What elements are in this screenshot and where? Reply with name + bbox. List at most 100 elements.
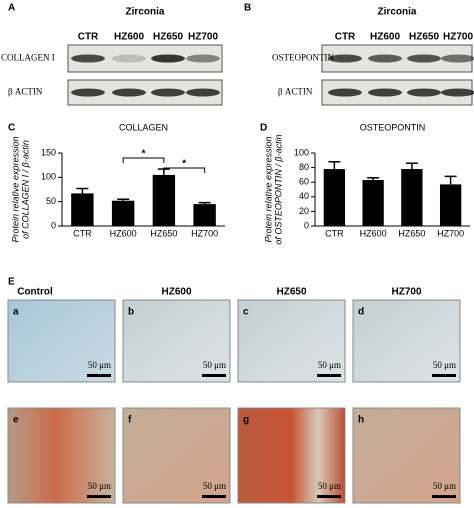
scale-label: 50 μm bbox=[88, 481, 111, 491]
significance-bracket bbox=[163, 167, 206, 173]
blot-band bbox=[441, 88, 474, 97]
micrograph-letter: f bbox=[128, 415, 132, 426]
lane-label: HZ650 bbox=[153, 32, 183, 43]
panel-letter: E bbox=[8, 277, 15, 288]
x-tick-label: CTR bbox=[325, 228, 344, 238]
scale-bar bbox=[202, 374, 226, 377]
scale-label: 50 μm bbox=[318, 481, 341, 491]
row-label: OSTEOPONTIN bbox=[272, 53, 334, 63]
scale-label: 50 μm bbox=[433, 360, 456, 370]
blot-band bbox=[186, 54, 220, 63]
micrograph-letter: h bbox=[358, 415, 364, 426]
scale-bar bbox=[432, 374, 456, 377]
blot-band bbox=[71, 88, 105, 97]
lane-label: HZ600 bbox=[114, 32, 144, 43]
micrograph bbox=[352, 299, 461, 383]
scale-label: 50 μm bbox=[203, 481, 226, 491]
scale-bar bbox=[87, 495, 111, 498]
lane-label: HZ700 bbox=[188, 32, 218, 43]
scale-label: 50 μm bbox=[203, 360, 226, 370]
bar bbox=[152, 174, 176, 226]
y-tick-label: 150 bbox=[41, 147, 56, 157]
micrograph bbox=[352, 407, 461, 504]
y-tick-label: 100 bbox=[41, 172, 56, 182]
blot-band bbox=[186, 88, 220, 97]
scale-bar bbox=[432, 495, 456, 498]
blot-title: Zirconia bbox=[126, 7, 165, 18]
bar bbox=[323, 169, 346, 226]
blot-band bbox=[112, 54, 146, 63]
x-tick-label: CTR bbox=[73, 228, 92, 238]
panel-letter: B bbox=[244, 3, 251, 14]
blot-title: Zirconia bbox=[378, 7, 417, 18]
column-label: HZ600 bbox=[161, 287, 191, 298]
bar bbox=[111, 200, 135, 226]
bar bbox=[401, 169, 423, 226]
x-tick-label: HZ650 bbox=[398, 228, 425, 238]
scale-bar bbox=[317, 374, 341, 377]
micrograph-letter: c bbox=[243, 307, 249, 318]
micrograph bbox=[237, 299, 346, 383]
y-axis-label: Protein relative expression bbox=[263, 136, 273, 242]
y-tick-label: 100 bbox=[294, 147, 309, 157]
column-label: HZ650 bbox=[276, 287, 306, 298]
scale-label: 50 μm bbox=[318, 360, 341, 370]
blot-band bbox=[328, 54, 362, 63]
bar bbox=[439, 184, 462, 226]
micrograph-letter: g bbox=[243, 415, 249, 426]
lane-label: CTR bbox=[335, 32, 356, 43]
bar bbox=[193, 204, 216, 226]
scale-bar bbox=[87, 374, 111, 377]
column-label: HZ700 bbox=[391, 287, 421, 298]
scale-bar bbox=[202, 495, 226, 498]
blot-band bbox=[71, 54, 105, 63]
x-tick-label: HZ600 bbox=[360, 228, 387, 238]
micrograph bbox=[237, 407, 346, 504]
y-tick-label: 40 bbox=[299, 191, 309, 201]
lane-label: HZ650 bbox=[409, 32, 439, 43]
panel-letter: A bbox=[8, 3, 15, 14]
y-tick-label: 50 bbox=[46, 196, 56, 206]
scale-label: 50 μm bbox=[88, 360, 111, 370]
micrograph-letter: d bbox=[358, 307, 364, 318]
row-label: β ACTIN bbox=[8, 87, 43, 97]
row-label: COLLAGEN I bbox=[1, 53, 55, 63]
blot-band bbox=[368, 54, 402, 63]
row-label: β ACTIN bbox=[278, 87, 313, 97]
bar bbox=[71, 193, 94, 226]
panel-letter: C bbox=[8, 123, 15, 134]
scale-bar bbox=[317, 495, 341, 498]
lane-label: CTR bbox=[78, 32, 99, 43]
micrograph bbox=[122, 407, 231, 504]
blot-band bbox=[368, 88, 402, 97]
micrograph bbox=[7, 299, 116, 383]
x-tick-label: HZ700 bbox=[437, 228, 464, 238]
significance-label: * bbox=[182, 159, 186, 170]
blot-band bbox=[407, 88, 441, 97]
blot-band bbox=[441, 54, 474, 63]
y-axis-label: Protein relative expression bbox=[10, 136, 20, 242]
micrograph-letter: e bbox=[13, 415, 19, 426]
blot-band bbox=[328, 88, 362, 97]
blot-band bbox=[112, 88, 146, 97]
x-tick-label: HZ700 bbox=[191, 228, 218, 238]
micrograph bbox=[122, 299, 231, 383]
blot-band bbox=[407, 54, 441, 63]
y-tick-label: 0 bbox=[304, 220, 309, 230]
micrograph bbox=[7, 407, 116, 504]
y-tick-label: 80 bbox=[299, 162, 309, 172]
chart-title: OSTEOPONTIN bbox=[360, 122, 426, 132]
micrograph-letter: a bbox=[13, 307, 19, 318]
blot-band bbox=[151, 88, 185, 97]
y-tick-label: 0 bbox=[51, 220, 56, 230]
y-axis-label: of OSTEOPONTIN / β-actin bbox=[273, 134, 283, 244]
scale-label: 50 μm bbox=[433, 481, 456, 491]
significance-label: * bbox=[142, 149, 146, 160]
y-tick-label: 60 bbox=[299, 177, 309, 187]
y-axis-label: of COLLAGEN I / β-actin bbox=[20, 140, 30, 239]
chart-title: COLLAGEN bbox=[119, 122, 168, 132]
x-tick-label: HZ600 bbox=[110, 228, 137, 238]
significance-bracket bbox=[122, 157, 165, 163]
column-label: Control bbox=[17, 287, 53, 298]
